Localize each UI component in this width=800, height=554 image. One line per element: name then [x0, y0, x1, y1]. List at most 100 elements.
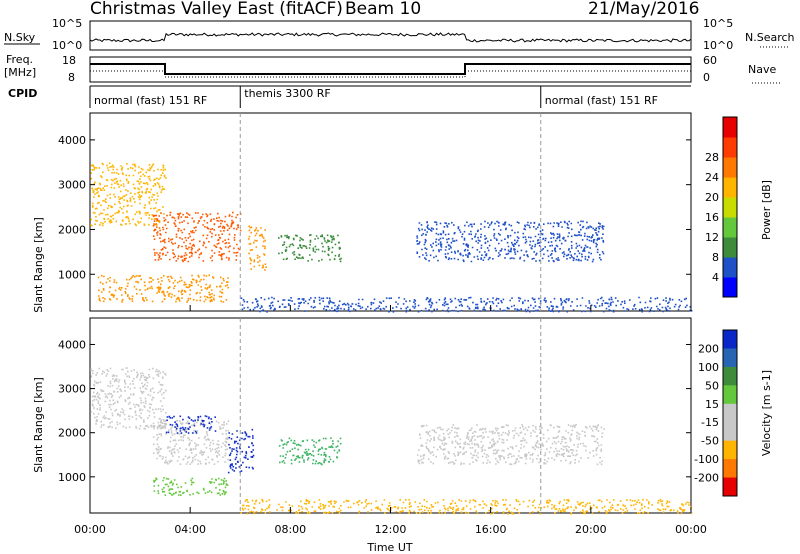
nsearch-label: N.Search [745, 31, 795, 44]
y-tick-label: 4000 [58, 338, 86, 351]
colorbar-tick-label: 28 [705, 151, 719, 164]
x-tick-label: 20:00 [575, 523, 607, 536]
colorbar-tick-label: 24 [705, 171, 719, 184]
colorbar-swatch [723, 422, 737, 442]
freq-panel [89, 56, 692, 83]
colorbar-tick-label: 50 [705, 379, 719, 392]
velocity-panel: 1000 2000 3000 4000 00:00 04:00 08:00 12:00 16:0… [58, 317, 707, 536]
colorbar-frame [722, 116, 738, 298]
colorbar-swatch [723, 117, 737, 138]
cpid-mode-label: normal (fast) 151 RF [545, 94, 658, 107]
colorbar-swatch [723, 366, 737, 386]
panel-frame [89, 112, 692, 312]
cpid-mode-label: themis 3300 RF [244, 87, 331, 100]
y-tick-label: 3000 [58, 383, 86, 396]
data-region [240, 498, 693, 515]
data-region [227, 428, 255, 474]
colorbar-tick-label: 15 [705, 398, 719, 411]
colorbar-tick-label: 12 [705, 231, 719, 244]
y-tick-label: 1000 [58, 268, 86, 281]
colorbar-swatch [723, 348, 737, 368]
velocity-colorbar: 200 100 50 15 -15 -50 -100 -200 [694, 329, 738, 497]
data-region [248, 225, 267, 271]
x-tick-label: 08:00 [274, 523, 306, 536]
colorbar-tick-label: -50 [701, 435, 719, 448]
beam-title: Beam 10 [345, 0, 421, 19]
panel-frame [89, 317, 692, 514]
colorbar-swatch [723, 403, 737, 423]
colorbar-swatch [723, 157, 737, 178]
data-region [240, 296, 693, 313]
colorbar-swatch [723, 217, 737, 238]
freq-trace [90, 63, 691, 75]
x-tick-label: 00:00 [74, 523, 106, 536]
data-region [278, 234, 342, 263]
freq-tick-top-left: 18 [62, 54, 76, 67]
nsky-tick-top-left: 10^5 [52, 17, 82, 30]
y-tick-label: 3000 [58, 179, 86, 192]
data-region [152, 211, 242, 263]
freq-label-1: Freq. [6, 53, 33, 66]
colorbar-tick-label: -15 [701, 416, 719, 429]
date-title: 21/May/2016 [588, 0, 700, 19]
freq-label-2: [MHz] [4, 66, 36, 79]
colorbar-swatch [723, 477, 737, 497]
colorbar-swatch [723, 277, 737, 298]
data-region [153, 477, 229, 496]
colorbar-swatch [723, 137, 737, 158]
nsky-tick-top-right: 10^5 [703, 17, 733, 30]
colorbar-swatch [723, 197, 737, 218]
nave-tick-bot-right: 0 [703, 71, 710, 84]
x-tick-label: 12:00 [375, 523, 407, 536]
power-colorbar: 4 8 12 16 20 24 28 [705, 116, 738, 298]
y-tick-label: 2000 [58, 223, 86, 236]
data-region [416, 220, 605, 263]
x-tick-label: 16:00 [475, 523, 507, 536]
colorbar-tick-label: 20 [705, 191, 719, 204]
colorbar-frame [722, 329, 738, 497]
x-tick-label: 04:00 [174, 523, 206, 536]
colorbar-swatch [723, 330, 737, 349]
nave-label: Nave [748, 63, 776, 76]
colorbar-tick-label: 16 [705, 211, 719, 224]
xaxis-label: Time UT [366, 541, 412, 554]
colorbar-swatch [723, 257, 737, 278]
cpid-bar: normal (fast) 151 RF themis 3300 RF normal… [89, 85, 691, 108]
nave-tick-top-right: 60 [703, 54, 717, 67]
colorbar-swatch [723, 237, 737, 258]
nsky-tick-bot-left: 10^0 [52, 39, 82, 52]
colorbar-tick-label: -200 [694, 472, 719, 485]
colorbar-swatch [723, 459, 737, 479]
power-panel: 1000 2000 3000 4000 [58, 112, 693, 313]
nsky-tick-bot-right: 10^0 [703, 39, 733, 52]
cpid-label: CPID [8, 87, 37, 100]
velocity-colorbar-label: Velocity [m s-1] [760, 370, 773, 456]
colorbar-tick-label: 100 [698, 361, 719, 374]
data-region [416, 423, 605, 466]
nsky-label: N.Sky [4, 31, 36, 44]
station-title: Christmas Valley East (fitACF) [90, 0, 343, 19]
colorbar-swatch [723, 177, 737, 198]
colorbar-tick-label: 200 [698, 342, 719, 355]
colorbar-tick-label: 8 [712, 251, 719, 264]
y-tick-label: 1000 [58, 471, 86, 484]
nsky-line [89, 32, 692, 43]
data-region [90, 367, 167, 430]
velocity-ylabel: Slant Range [km] [32, 377, 45, 473]
nsky-trace [89, 32, 692, 43]
colorbar-tick-label: -100 [694, 453, 719, 466]
power-colorbar-label: Power [dB] [760, 180, 773, 240]
y-tick-label: 2000 [58, 427, 86, 440]
data-region [278, 437, 342, 466]
freq-tick-bot-left: 8 [68, 71, 75, 84]
colorbar-tick-label: 4 [712, 271, 719, 284]
data-region [90, 162, 167, 227]
colorbar-swatch [723, 385, 737, 405]
colorbar-swatch [723, 440, 737, 460]
nave-trace [90, 70, 691, 78]
data-region [97, 274, 229, 303]
data-region [165, 415, 217, 434]
nsky-panel [89, 20, 692, 51]
data-region [152, 419, 230, 465]
